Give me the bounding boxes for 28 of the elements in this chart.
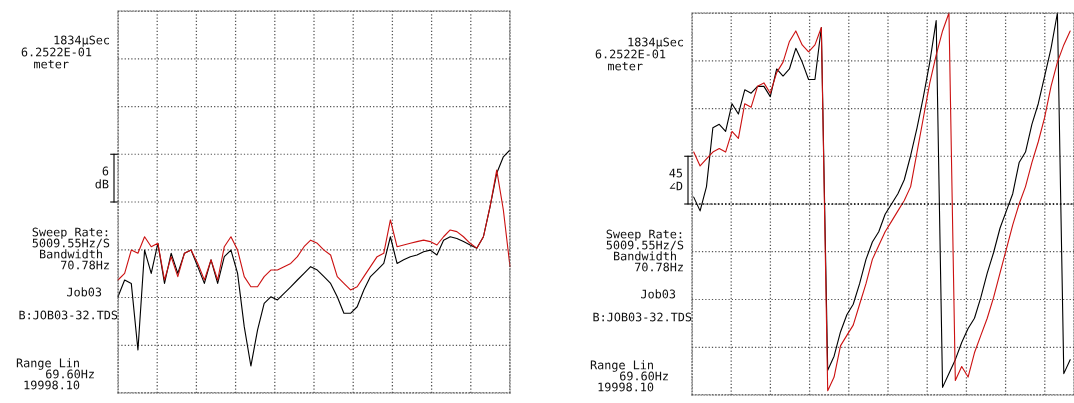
text: Sweep Rate: bbox=[32, 227, 108, 239]
text: Range Lin bbox=[590, 360, 653, 372]
text: 5009.55Hz/S bbox=[606, 240, 684, 251]
text: meter bbox=[608, 62, 643, 71]
text: Range Lin bbox=[16, 358, 79, 370]
text: 69.60Hz bbox=[620, 371, 668, 381]
text: Bandwidth bbox=[39, 249, 102, 259]
text: 6.2522E-01 bbox=[21, 47, 92, 57]
text: Bandwidth bbox=[613, 251, 676, 261]
text: ∠D bbox=[669, 181, 683, 191]
text: dB bbox=[95, 179, 109, 189]
text: 19998.10 bbox=[598, 382, 654, 392]
text: 6.2522E-01 bbox=[595, 49, 666, 59]
text: 70.78Hz bbox=[635, 262, 683, 272]
text: 6 bbox=[102, 166, 109, 176]
text: B:JOB03-32.TDS bbox=[593, 312, 692, 322]
text: 1834µSec bbox=[54, 35, 110, 47]
text: 5009.55Hz/S bbox=[32, 238, 110, 249]
text: B:JOB03-32.TDS bbox=[19, 310, 118, 320]
text: meter bbox=[34, 60, 69, 69]
text: 70.78Hz bbox=[61, 260, 109, 270]
text: Job03 bbox=[67, 287, 102, 297]
text: 1834µSec bbox=[628, 37, 684, 49]
text: 19998.10 bbox=[24, 380, 80, 390]
text: Sweep Rate: bbox=[606, 229, 682, 241]
text: 45 bbox=[669, 168, 683, 178]
text: 69.60Hz bbox=[46, 369, 94, 379]
text: Job03 bbox=[641, 289, 676, 299]
